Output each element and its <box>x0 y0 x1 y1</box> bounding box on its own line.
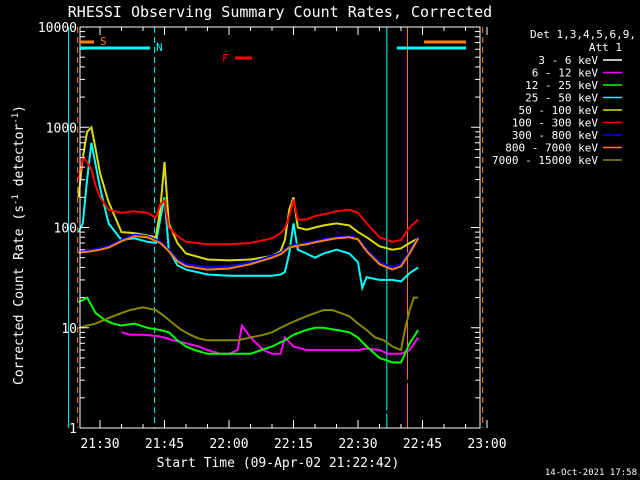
series-line-9 <box>78 296 419 352</box>
legend-label-2: 6 - 12 keV <box>532 67 599 80</box>
x-tick-label: 21:45 <box>145 437 184 452</box>
legend-header-1: Det 1,3,4,5,6,9, <box>530 28 636 41</box>
ylabel-tail: detector <box>12 124 27 195</box>
legend-label-5: 50 - 100 keV <box>519 104 599 117</box>
flare-label: F <box>222 52 229 65</box>
x-tick-label: 21:30 <box>80 437 119 452</box>
y-tick-label: 1 <box>69 422 77 437</box>
footer-date: 14-Oct-2021 17:58 <box>545 468 637 478</box>
saa-label: S <box>100 35 107 48</box>
legend-label-7: 300 - 800 keV <box>512 129 598 142</box>
ylabel-close: ) <box>12 105 27 113</box>
series-line-3 <box>78 296 420 364</box>
y-axis-label: Corrected Count Rate (s-1 detector-1) <box>11 105 27 385</box>
series-line-1 <box>121 374 419 415</box>
x-tick-label: 22:30 <box>338 437 377 452</box>
y-tick-label: 10 <box>61 322 77 337</box>
x-tick-label: 22:45 <box>403 437 442 452</box>
x-tick-label: 22:15 <box>274 437 313 452</box>
night-label: N <box>156 41 163 54</box>
x-axis-label: Start Time (09-Apr-02 21:22:42) <box>157 456 400 471</box>
y-tick-label: 1000 <box>46 121 77 136</box>
legend-header-2: Att 1 <box>589 41 622 54</box>
series-line-2 <box>121 323 420 355</box>
series-layer <box>77 125 420 415</box>
series-line-6 <box>77 155 419 246</box>
y-tick-label: 100 <box>54 222 77 237</box>
ylabel-sup2: -1 <box>11 113 21 124</box>
y-tick-label: 10000 <box>38 21 77 36</box>
legend-label-3: 12 - 25 keV <box>525 79 598 92</box>
x-tick-label: 23:00 <box>467 437 506 452</box>
series-line-5 <box>77 125 419 262</box>
legend-label-9: 7000 - 15000 keV <box>492 154 598 167</box>
annotations: S N F <box>80 35 466 65</box>
chart-title: RHESSI Observing Summary Count Rates, Co… <box>68 3 492 21</box>
ylabel-sup: -1 <box>11 194 21 205</box>
legend-label-4: 25 - 50 keV <box>525 92 598 105</box>
legend-label-1: 3 - 6 keV <box>538 54 598 67</box>
svg-text:Corrected Count Rate (s-1 dete: Corrected Count Rate (s-1 detector-1) <box>11 105 27 385</box>
legend-label-6: 100 - 300 keV <box>512 117 598 130</box>
legend-label-8: 800 - 7000 keV <box>505 142 598 155</box>
ylabel-main: Corrected Count Rate (s <box>12 205 27 385</box>
x-tick-label: 22:00 <box>209 437 248 452</box>
series-line-7 <box>78 233 420 269</box>
series-line-8 <box>78 235 420 271</box>
